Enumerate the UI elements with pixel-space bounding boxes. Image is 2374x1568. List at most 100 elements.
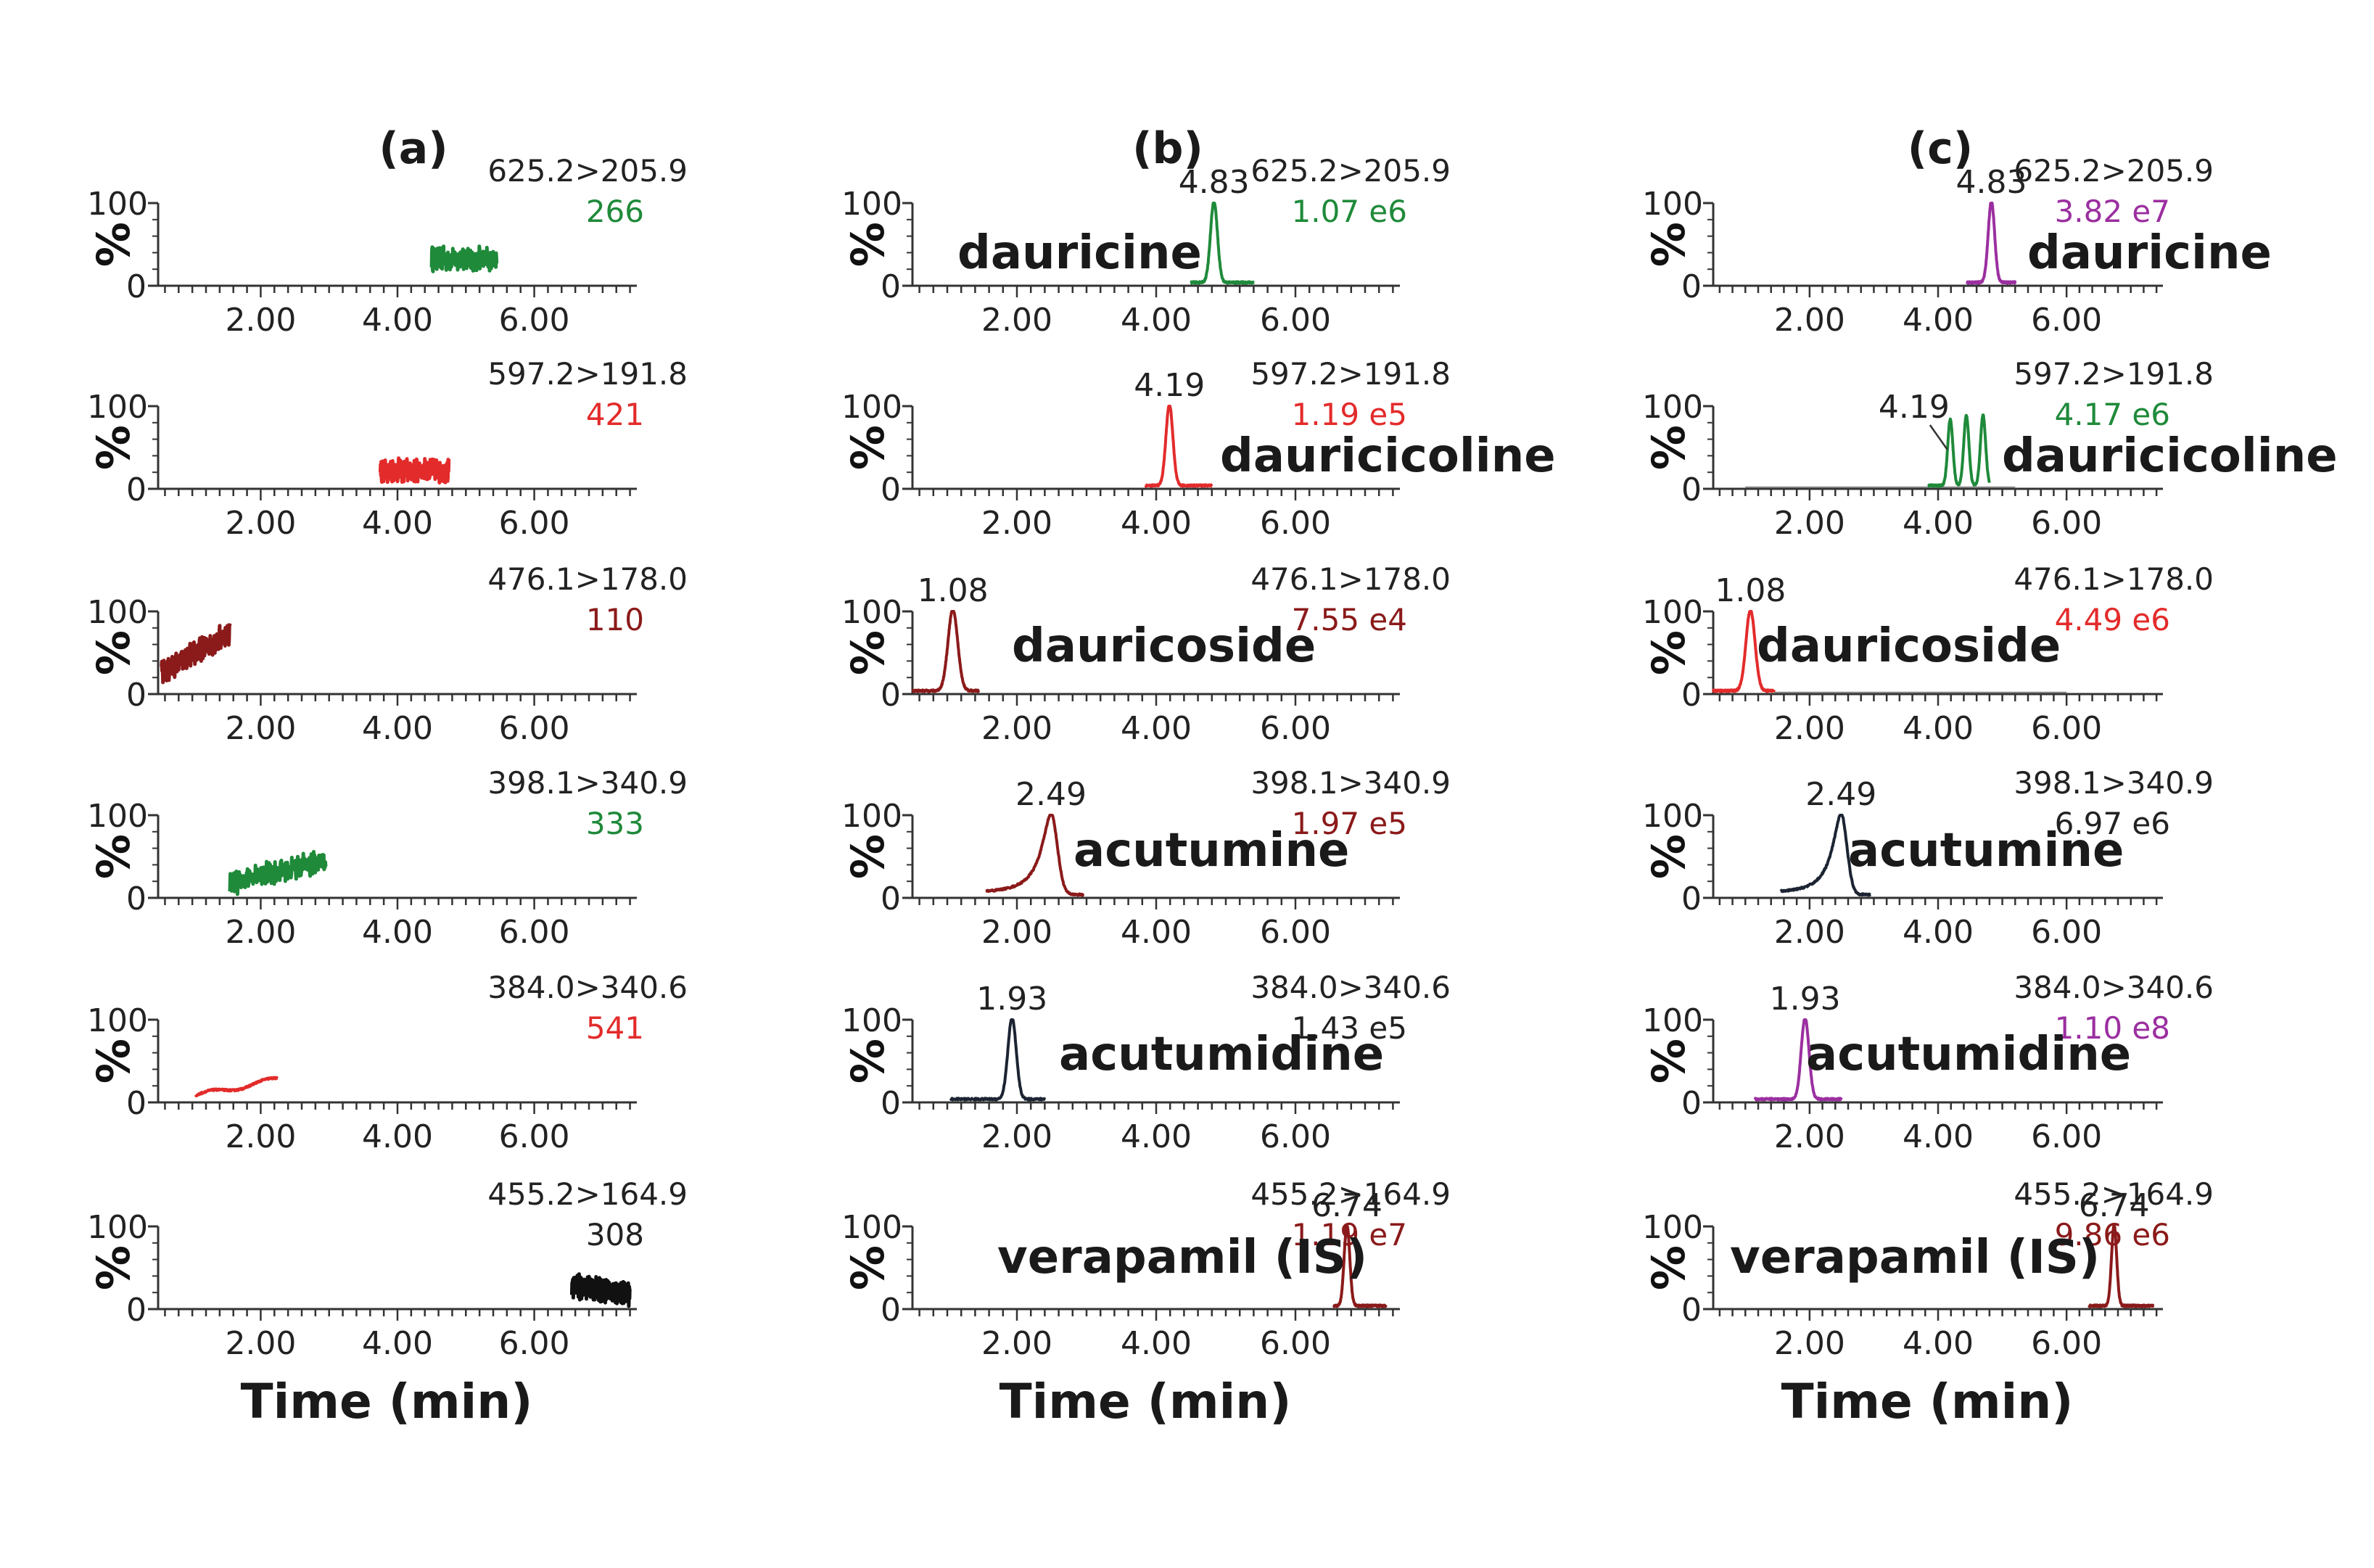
y-axis-label: % [841,1245,894,1290]
x-tick-label: 2.00 [981,710,1052,747]
y-tick-label-100: 100 [1642,1002,1703,1039]
intensity-label: 308 [586,1217,644,1253]
y-tick-label-100: 100 [1642,389,1703,426]
chromatogram-trace [1927,413,1991,488]
y-tick-label-100: 100 [1642,594,1703,631]
x-tick-label: 2.00 [1774,914,1845,951]
compound-name: dauricine [2027,226,2272,280]
chromatogram-trace [1712,610,1776,693]
x-tick-label: 2.00 [225,505,296,542]
panel-label: (b) [1132,123,1203,174]
intensity-label: 1.19 e5 [1292,397,1407,432]
x-tick-label: 4.00 [1903,302,1974,339]
x-tick-label: 6.00 [2031,1118,2102,1155]
subplot-b-3: 100 0% 2.00 4.00 6.00 476.1>178.0 7.55 e4 1.08 d… [841,561,1451,747]
transition-label: 476.1>178.0 [2014,561,2214,597]
compound-name: acutumidine [1059,1028,1384,1081]
subplot-c-2: 100 0% 2.00 4.00 6.00 597.2>191.8 4.17 e6 4.19 d… [1642,356,2338,542]
x-tick-label: 2.00 [981,1325,1052,1362]
y-axis-label: % [1642,630,1695,675]
y-tick-label-0: 0 [126,880,147,917]
y-tick-label-0: 0 [881,1292,901,1329]
y-tick-label-100: 100 [841,798,902,835]
x-tick-label: 6.00 [2031,1325,2102,1362]
peak-pointer [1929,424,1948,450]
intensity-label: 1.07 e6 [1292,194,1407,229]
subplot-b-1: 100 0% 2.00 4.00 6.00 625.2>205.9 1.07 e6 4.83 d… [841,153,1451,339]
y-tick-label-0: 0 [881,471,901,508]
intensity-label: 4.17 e6 [2055,397,2170,432]
compound-name: acutumine [1848,824,2124,878]
x-tick-label: 6.00 [2031,302,2102,339]
panel-b: (b) 100 0% 2.00 4.00 6.00 625.2>205.9 1.07 e6 4.… [841,123,1556,1429]
subplot-a-1: 100 0% 2.00 4.00 6.00 625.2>205.9 266 [87,153,688,339]
intensity-label: 1.43 e5 [1292,1010,1407,1046]
y-tick-label-0: 0 [1681,268,1702,305]
x-tick-label: 6.00 [1260,1118,1331,1155]
y-tick-label-0: 0 [881,1085,901,1122]
panel-label: (a) [379,123,448,174]
transition-label: 476.1>178.0 [1250,561,1451,597]
transition-label: 455.2>164.9 [1250,1176,1451,1212]
x-tick-label: 6.00 [499,1118,570,1155]
y-axis-label: % [1642,425,1695,470]
chromatogram-trace [1332,1225,1388,1308]
x-tick-label: 6.00 [499,1325,570,1362]
x-tick-label: 4.00 [1121,505,1192,542]
x-tick-label: 2.00 [225,302,296,339]
peak-rt-label: 1.08 [918,572,989,609]
x-tick-label: 4.00 [362,914,433,951]
transition-label: 625.2>205.9 [487,153,688,189]
x-tick-label: 2.00 [1774,505,1845,542]
x-tick-label: 4.00 [1903,1325,1974,1362]
x-tick-label: 6.00 [1260,1325,1331,1362]
intensity-label: 4.49 e6 [2055,602,2170,637]
chromatogram-trace [1753,1018,1843,1102]
chromatogram-trace [1144,405,1213,488]
x-tick-label: 4.00 [1121,1325,1192,1362]
subplot-b-2: 100 0% 2.00 4.00 6.00 597.2>191.8 1.19 e5 4.19 d… [841,356,1556,542]
peak-rt-label: 1.93 [976,981,1047,1018]
peak-rt-label: 4.83 [1956,164,2027,201]
chromatogram-trace [194,1076,279,1098]
y-axis-label: % [87,1245,140,1290]
x-tick-label: 2.00 [1774,1325,1845,1362]
y-axis-label: % [841,834,894,879]
y-tick-label-0: 0 [126,1292,147,1329]
intensity-label: 6.97 e6 [2055,806,2170,841]
x-tick-label: 2.00 [981,302,1052,339]
y-tick-label-100: 100 [87,186,148,223]
chromatogram-trace [949,1018,1047,1102]
x-tick-label: 6.00 [499,710,570,747]
y-tick-label-100: 100 [87,594,148,631]
y-axis-label: % [841,630,894,675]
y-tick-label-100: 100 [87,1209,148,1246]
y-axis-label: % [1642,1039,1695,1084]
y-tick-label-0: 0 [126,268,147,305]
x-axis-title: Time (min) [1781,1374,2074,1429]
y-axis-label: % [841,1039,894,1084]
y-axis-label: % [1642,1245,1695,1290]
y-axis-label: % [87,1039,140,1084]
y-tick-label-100: 100 [87,1002,148,1039]
x-tick-label: 4.00 [1121,914,1192,951]
peak-rt-label: 6.74 [1311,1187,1382,1224]
intensity-label: 1.10 e8 [2055,1010,2170,1046]
transition-label: 398.1>340.9 [2014,765,2214,801]
x-tick-label: 4.00 [1903,505,1974,542]
y-tick-label-100: 100 [87,389,148,426]
peak-rt-label: 2.49 [1015,776,1087,813]
subplot-b-4: 100 0% 2.00 4.00 6.00 398.1>340.9 1.97 e5 2.49 a… [841,765,1451,951]
y-tick-label-0: 0 [1681,1292,1702,1329]
x-tick-label: 2.00 [225,1325,296,1362]
y-tick-label-100: 100 [1642,798,1703,835]
peak-rt-label: 1.08 [1715,572,1786,609]
x-axis-title: Time (min) [1000,1374,1292,1429]
transition-label: 455.2>164.9 [487,1176,688,1212]
peak-rt-label: 1.93 [1770,981,1841,1018]
x-tick-label: 2.00 [225,914,296,951]
chromatogram-trace [911,610,980,693]
